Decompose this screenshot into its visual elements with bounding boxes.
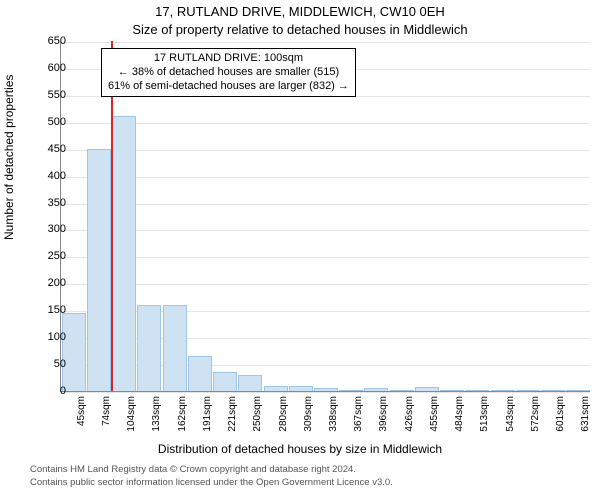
histogram-bar	[163, 305, 187, 391]
gridline	[61, 123, 590, 124]
x-tick-label: 455sqm	[429, 396, 440, 444]
histogram-bar	[137, 305, 161, 391]
x-tick-label: 601sqm	[555, 396, 566, 444]
x-tick-label: 396sqm	[378, 396, 389, 444]
y-tick-label: 550	[26, 89, 66, 101]
x-tick-label: 338sqm	[328, 396, 339, 444]
y-tick-label: 600	[26, 62, 66, 74]
y-tick-label: 100	[26, 331, 66, 343]
histogram-bar	[516, 390, 540, 391]
x-tick-label: 543sqm	[505, 396, 516, 444]
x-tick-label: 572sqm	[530, 396, 541, 444]
x-tick-label: 631sqm	[580, 396, 591, 444]
y-tick-label: 300	[26, 223, 66, 235]
y-tick-label: 500	[26, 116, 66, 128]
histogram-bar	[112, 116, 136, 391]
histogram-bar	[364, 388, 388, 391]
y-tick-label: 450	[26, 143, 66, 155]
x-tick-label: 191sqm	[202, 396, 213, 444]
histogram-bar	[566, 390, 590, 391]
y-tick-label: 400	[26, 170, 66, 182]
gridline	[61, 230, 590, 231]
gridline	[61, 284, 590, 285]
caption-line2: Contains public sector information licen…	[30, 477, 570, 489]
histogram-bar	[87, 149, 111, 391]
x-tick-label: 221sqm	[227, 396, 238, 444]
histogram-bar	[465, 390, 489, 391]
histogram-bar	[62, 313, 86, 391]
histogram-bar	[415, 387, 439, 391]
x-tick-label: 280sqm	[278, 396, 289, 444]
histogram-bar	[440, 390, 464, 391]
y-tick-label: 650	[26, 35, 66, 47]
gridline	[61, 150, 590, 151]
y-tick-label: 200	[26, 277, 66, 289]
x-tick-label: 104sqm	[126, 396, 137, 444]
histogram-bar	[188, 356, 212, 391]
histogram-bar	[264, 386, 288, 391]
x-axis-label: Distribution of detached houses by size …	[0, 442, 600, 456]
gridline	[61, 177, 590, 178]
x-tick-label: 133sqm	[151, 396, 162, 444]
y-tick-label: 0	[26, 385, 66, 397]
histogram-bar	[238, 375, 262, 391]
plot-area: 17 RUTLAND DRIVE: 100sqm ← 38% of detach…	[60, 42, 590, 392]
histogram-bar	[390, 390, 414, 391]
chart-title-line1: 17, RUTLAND DRIVE, MIDDLEWICH, CW10 0EH	[0, 4, 600, 19]
gridline	[61, 42, 590, 43]
gridline	[61, 204, 590, 205]
annotation-line1: 17 RUTLAND DRIVE: 100sqm	[108, 52, 349, 66]
histogram-bar	[314, 388, 338, 391]
y-axis-label: Number of detached properties	[2, 75, 16, 240]
x-tick-label: 309sqm	[303, 396, 314, 444]
histogram-bar	[339, 390, 363, 391]
histogram-bar	[541, 390, 565, 391]
histogram-bar	[289, 386, 313, 391]
caption-line1: Contains HM Land Registry data © Crown c…	[30, 464, 570, 476]
x-tick-label: 513sqm	[479, 396, 490, 444]
y-tick-label: 350	[26, 197, 66, 209]
gridline	[61, 392, 590, 393]
histogram-bar	[491, 390, 515, 391]
x-tick-label: 367sqm	[353, 396, 364, 444]
x-tick-label: 484sqm	[454, 396, 465, 444]
x-tick-label: 74sqm	[101, 396, 112, 444]
y-tick-label: 50	[26, 358, 66, 370]
annotation-box: 17 RUTLAND DRIVE: 100sqm ← 38% of detach…	[101, 48, 356, 97]
x-tick-label: 250sqm	[252, 396, 263, 444]
histogram-bar	[213, 372, 237, 391]
x-tick-label: 45sqm	[76, 396, 87, 444]
chart-title-line2: Size of property relative to detached ho…	[0, 22, 600, 37]
chart-container: 17, RUTLAND DRIVE, MIDDLEWICH, CW10 0EH …	[0, 0, 600, 500]
x-tick-label: 426sqm	[404, 396, 415, 444]
annotation-line2: ← 38% of detached houses are smaller (51…	[108, 66, 349, 80]
annotation-line3: 61% of semi-detached houses are larger (…	[108, 80, 349, 94]
y-tick-label: 250	[26, 250, 66, 262]
y-tick-label: 150	[26, 304, 66, 316]
gridline	[61, 257, 590, 258]
x-tick-label: 162sqm	[177, 396, 188, 444]
